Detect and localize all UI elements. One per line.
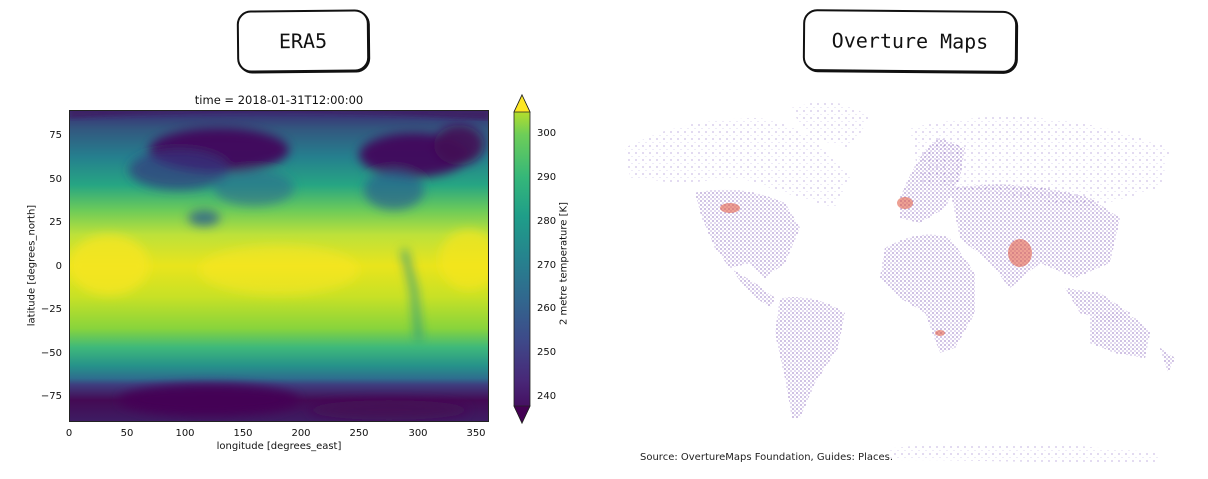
x-tick-label: 0 bbox=[65, 428, 73, 439]
y-tick-label: −25 bbox=[40, 304, 62, 315]
era5-title-box: ERA5 bbox=[236, 9, 370, 73]
y-tick-label: −75 bbox=[40, 391, 62, 402]
x-tick-label: 50 bbox=[120, 428, 134, 439]
colorbar-tick-label: 250 bbox=[537, 347, 557, 358]
x-tick-label: 350 bbox=[466, 428, 486, 439]
y-axis-label: latitude [degrees_north] bbox=[26, 204, 38, 327]
y-tick-label: 50 bbox=[49, 174, 62, 185]
colorbar-label: 2 metre temperature [K] bbox=[558, 202, 570, 325]
x-axis-label: longitude [degrees_east] bbox=[216, 441, 342, 452]
source-caption: Source: OvertureMaps Foundation, Guides:… bbox=[640, 452, 894, 463]
x-tick-label: 150 bbox=[233, 428, 253, 439]
colorbar-tick-label: 260 bbox=[537, 303, 557, 314]
y-tick-label: 25 bbox=[49, 217, 62, 228]
plot-title: time = 2018-01-31T12:00:00 bbox=[194, 93, 364, 107]
overture-title-box: Overture Maps bbox=[802, 9, 1018, 73]
colorbar-tick-label: 300 bbox=[537, 128, 557, 139]
y-tick-label: 0 bbox=[55, 261, 62, 272]
x-tick-label: 300 bbox=[408, 428, 428, 439]
y-tick-label: 75 bbox=[49, 130, 62, 141]
x-tick-label: 100 bbox=[175, 428, 195, 439]
overture-places-map bbox=[625, 102, 1175, 463]
colorbar-tick-label: 280 bbox=[537, 216, 557, 227]
colorbar-tick-label: 270 bbox=[537, 260, 557, 271]
overture-title: Overture Maps bbox=[831, 28, 989, 54]
x-tick-label: 200 bbox=[291, 428, 311, 439]
colorbar-tick-label: 240 bbox=[537, 391, 557, 402]
colorbar bbox=[513, 94, 531, 424]
colorbar-tick-label: 290 bbox=[537, 172, 557, 183]
temperature-heatmap bbox=[69, 110, 489, 422]
land-sparse bbox=[625, 102, 1170, 463]
era5-title: ERA5 bbox=[278, 28, 328, 54]
y-tick-label: −50 bbox=[40, 348, 62, 359]
land-dense bbox=[695, 138, 1175, 418]
hotspots bbox=[720, 197, 1032, 336]
x-tick-label: 250 bbox=[349, 428, 369, 439]
